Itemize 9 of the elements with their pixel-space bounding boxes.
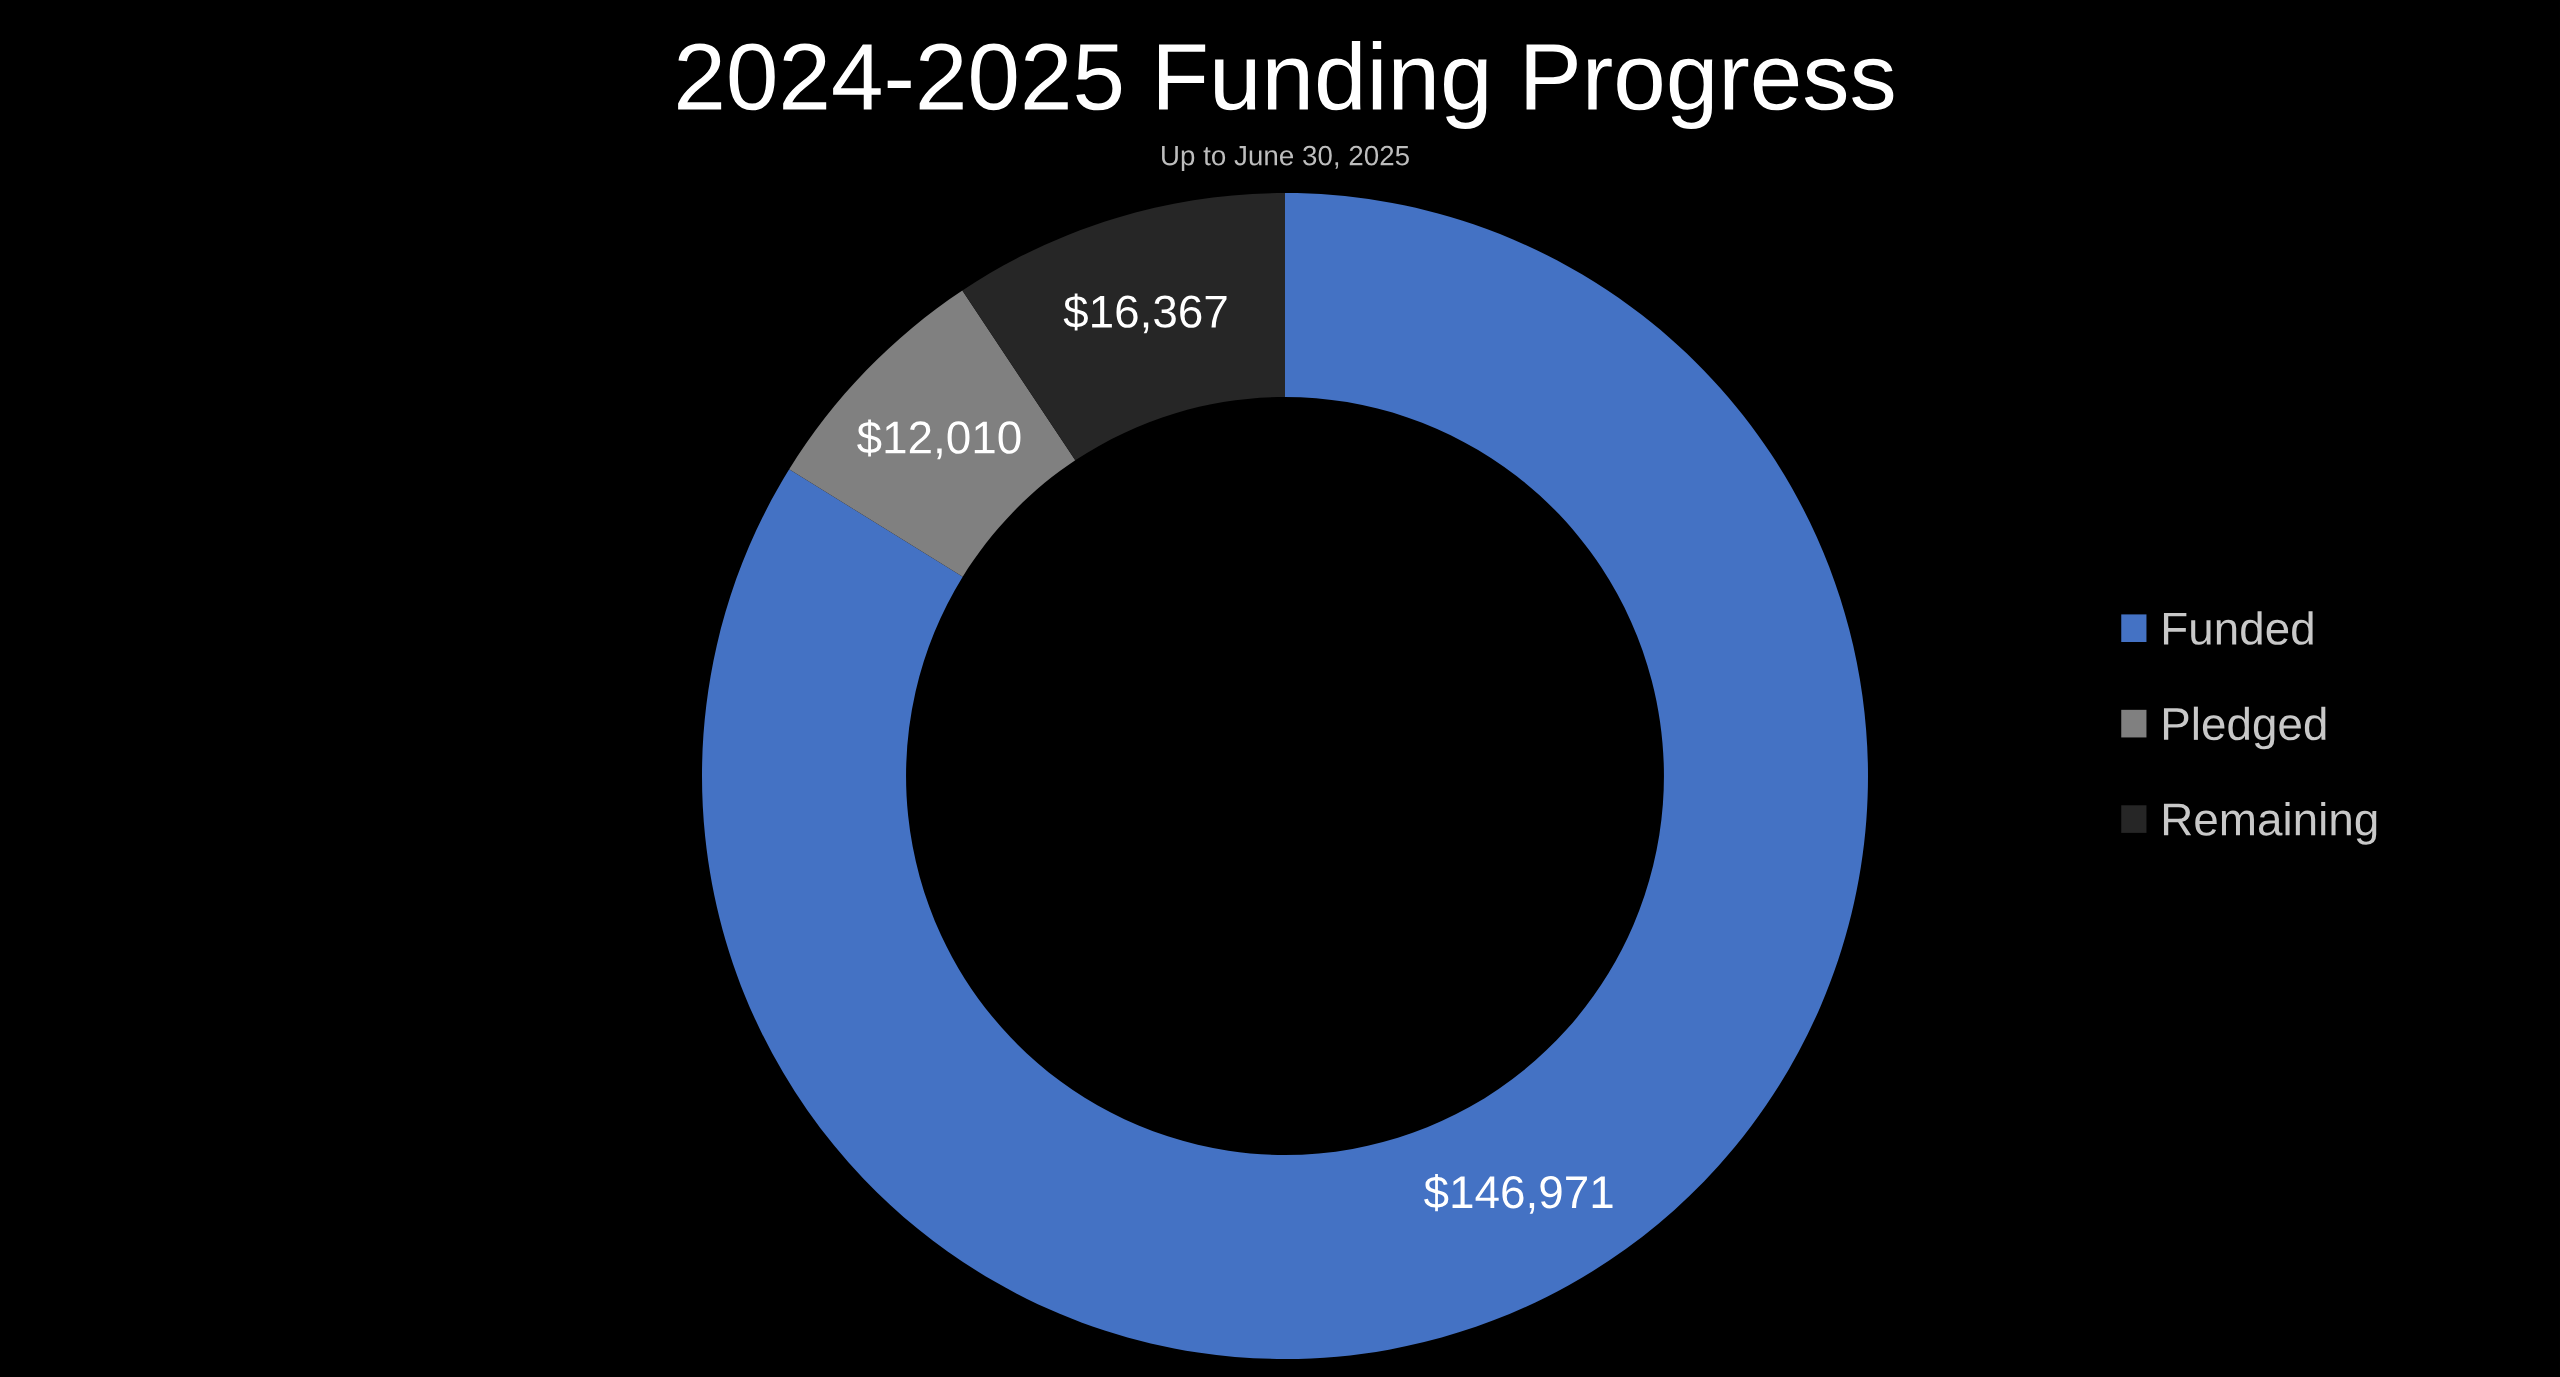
- chart-title: 2024-2025 Funding Progress: [678, 40, 1894, 130]
- data-label: $16,367: [1063, 293, 1227, 334]
- donut-slice: [702, 193, 1868, 1359]
- legend-label: Funded: [2163, 611, 2313, 645]
- data-label: $146,971: [1424, 1174, 1613, 1214]
- legend-label: Remaining: [2163, 802, 2377, 845]
- chart-subtitle: Up to June 30, 2025: [1162, 145, 1409, 171]
- legend-label: Pledged: [2163, 706, 2326, 750]
- data-label: $12,010: [857, 419, 1021, 460]
